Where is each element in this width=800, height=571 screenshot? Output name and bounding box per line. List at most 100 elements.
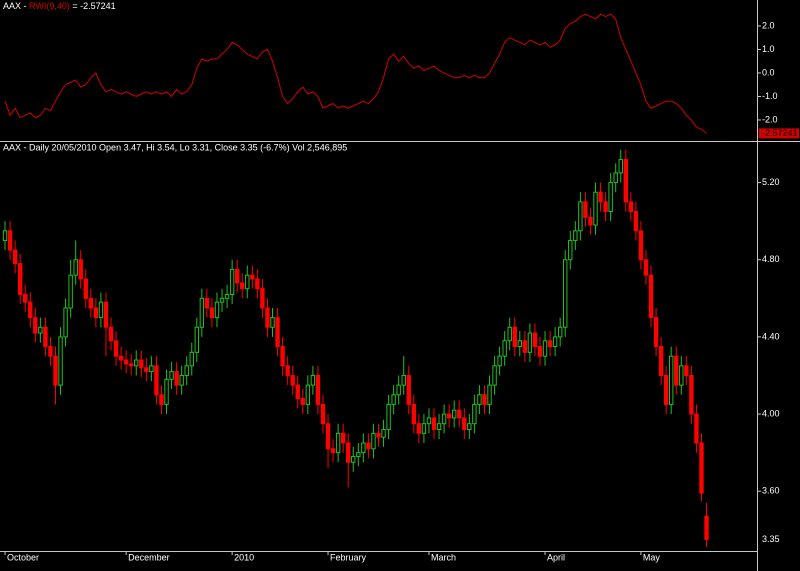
candle-body — [305, 384, 311, 405]
title-prefix: AAX - — [3, 1, 29, 11]
candle-body — [346, 442, 351, 463]
candle-body — [12, 249, 18, 265]
y-tick-label: 0.0 — [762, 67, 775, 77]
candle-body — [588, 216, 593, 226]
candle-body — [189, 351, 194, 367]
candle-body — [633, 211, 639, 232]
y-tick-label: 2.0 — [762, 20, 775, 30]
candle-body — [98, 301, 104, 319]
candle-body — [497, 355, 502, 367]
indicator-name: RWI(9,40) — [29, 1, 70, 11]
candle-body — [492, 365, 497, 386]
candle-body — [199, 297, 205, 328]
candle-body — [446, 413, 452, 419]
candle-body — [386, 403, 391, 430]
y-tick-label: 5.20 — [762, 177, 780, 187]
candle-body — [376, 432, 381, 438]
candle-body — [557, 326, 563, 338]
y-tick-label: 4.80 — [762, 254, 780, 264]
candle-body — [608, 182, 613, 213]
candle-body — [68, 274, 73, 309]
candle-body — [214, 301, 220, 319]
candle-body — [381, 428, 386, 438]
x-tick-label: April — [547, 552, 565, 562]
candle-body — [219, 297, 225, 303]
last-value-label: -2.57241 — [762, 128, 798, 138]
candle-body — [573, 230, 578, 241]
candle-body — [179, 374, 184, 386]
x-tick-label: February — [330, 552, 367, 562]
candle-body — [240, 282, 245, 290]
indicator-title: AAX - RWI(9,40) = -2.57241 — [3, 1, 116, 11]
candle-body — [295, 384, 300, 400]
candle-body — [502, 340, 507, 357]
candle-body — [270, 317, 275, 328]
x-tick-label: March — [431, 552, 456, 562]
candle-body — [517, 340, 523, 348]
candle-body — [265, 307, 270, 328]
candle-body — [335, 432, 341, 454]
y-tick-label: -2.0 — [762, 114, 778, 124]
candle-body — [229, 268, 235, 295]
candle-body — [123, 359, 129, 365]
candle-body — [679, 365, 684, 386]
candle-body — [164, 378, 169, 405]
candle-body — [48, 346, 53, 357]
candle-body — [512, 326, 517, 348]
candle-body — [623, 158, 628, 203]
candle-body — [93, 307, 99, 319]
candle-body — [426, 417, 432, 425]
candle-body — [88, 297, 94, 309]
candle-body — [689, 374, 694, 415]
candle-body — [154, 365, 159, 396]
candle-body — [33, 317, 38, 334]
candle-body — [537, 346, 543, 357]
candle-body — [17, 263, 23, 295]
candle-body — [436, 423, 442, 430]
candle-body — [315, 374, 321, 405]
candle-body — [23, 293, 28, 303]
y-tick-label: 4.00 — [762, 408, 780, 418]
candle-body — [224, 293, 230, 299]
candle-body — [563, 259, 568, 328]
candle-body — [658, 346, 664, 376]
candle-body — [643, 259, 649, 276]
candle-body — [583, 201, 588, 218]
candle-body — [406, 374, 411, 405]
x-tick-label: December — [128, 552, 170, 562]
candle-body — [144, 367, 149, 373]
candle-body — [704, 515, 709, 540]
candle-body — [457, 409, 462, 419]
candle-body — [603, 201, 608, 213]
candle-body — [351, 455, 356, 463]
candle-body — [53, 355, 58, 386]
candle-body — [618, 158, 623, 174]
x-tick-label: October — [7, 552, 39, 562]
candle-body — [578, 201, 583, 232]
candle-body — [234, 268, 240, 284]
x-tick-label: May — [643, 552, 661, 562]
candle-body — [542, 340, 548, 357]
candle-body — [245, 274, 250, 290]
candle-body — [568, 239, 573, 261]
candle-body — [421, 423, 427, 434]
candle-body — [699, 442, 704, 494]
candle-body — [2, 230, 8, 241]
title-suffix: = -2.57241 — [70, 1, 116, 11]
candle-body — [684, 365, 689, 376]
candle-body — [103, 301, 109, 328]
candle-body — [441, 413, 447, 425]
candle-body — [401, 374, 406, 386]
candle-body — [250, 274, 255, 280]
candle-body — [118, 355, 124, 361]
candle-body — [674, 355, 679, 386]
candle-body — [648, 274, 654, 319]
candle-body — [356, 452, 361, 457]
candle-body — [169, 371, 174, 380]
y-tick-label: 4.40 — [762, 331, 780, 341]
candle-body — [340, 432, 346, 444]
candle-body — [134, 359, 139, 367]
candle-body — [547, 340, 553, 348]
